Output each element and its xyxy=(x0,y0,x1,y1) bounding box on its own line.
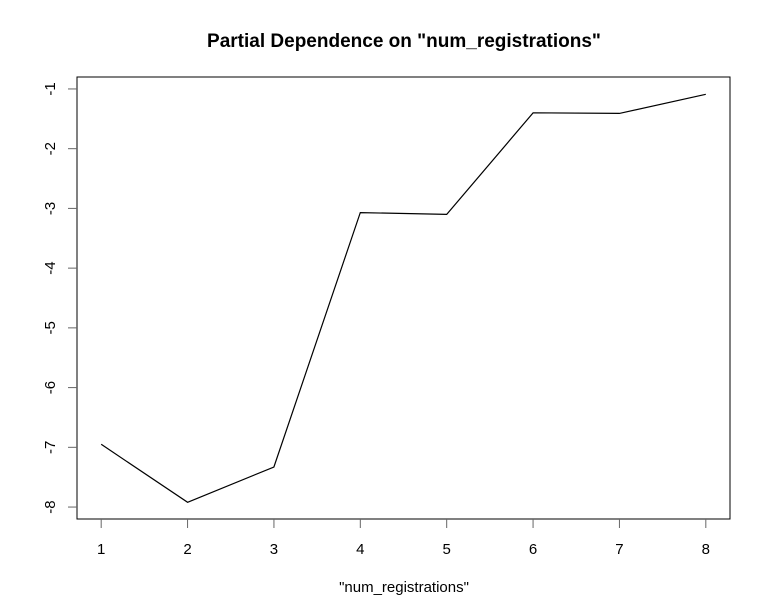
y-tick-label: -3 xyxy=(42,202,59,215)
y-tick-label: -2 xyxy=(42,142,59,155)
x-tick-label: 4 xyxy=(356,541,364,558)
x-tick-label: 5 xyxy=(443,541,451,558)
y-tick-label: -7 xyxy=(42,441,59,454)
x-tick-label: 3 xyxy=(270,541,278,558)
x-axis: 1 2 3 4 5 6 7 8 xyxy=(97,519,710,558)
y-tick-label: -6 xyxy=(42,381,59,394)
y-tick-label: -8 xyxy=(42,500,59,513)
y-tick-label: -1 xyxy=(42,82,59,95)
x-tick-label: 1 xyxy=(97,541,105,558)
x-tick-label: 7 xyxy=(615,541,623,558)
series-line xyxy=(100,93,706,503)
chart-title: Partial Dependence on "num_registrations… xyxy=(207,31,601,52)
x-axis-label: "num_registrations" xyxy=(339,579,469,596)
y-tick-label: -4 xyxy=(42,261,59,274)
x-tick-label: 2 xyxy=(183,541,191,558)
y-axis: -8 -7 -6 -5 -4 -3 -2 -1 xyxy=(42,82,77,514)
x-tick-label: 8 xyxy=(702,541,710,558)
y-tick-label: -5 xyxy=(42,321,59,334)
x-tick-label: 6 xyxy=(529,541,537,558)
plot-frame xyxy=(76,76,731,520)
